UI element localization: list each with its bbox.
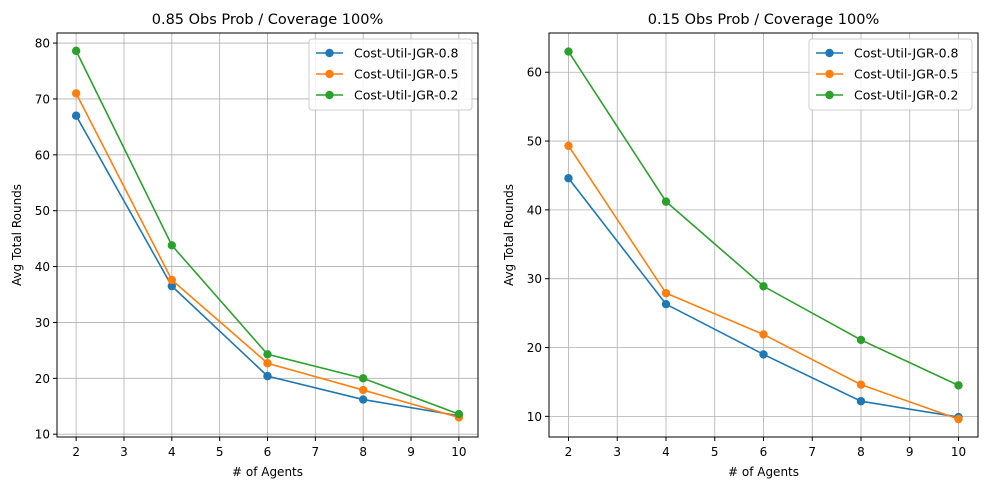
x-tick-label: 3 (613, 445, 621, 459)
data-point (661, 197, 671, 206)
x-tick-label: 3 (120, 445, 128, 459)
y-tick-label: 50 (35, 204, 50, 218)
legend-marker (825, 90, 834, 100)
x-tick-label: 4 (168, 445, 176, 459)
legend-marker (325, 48, 334, 58)
data-point (856, 380, 866, 389)
legend: Cost-Util-JGR-0.8 Cost-Util-JGR-0.5 Cost-U… (808, 38, 973, 111)
data-point (954, 414, 963, 424)
chart-panel-2: 2 3 4 5 6 7 8 9 10 10 20 30 40 50 60 0.15 Obs Prob / Co… (502, 12, 979, 479)
data-point (954, 381, 963, 390)
legend-label: Cost-Util-JGR-0.2 (854, 88, 958, 103)
data-point (358, 385, 368, 395)
x-axis-label: # of Agents (728, 465, 799, 479)
y-tick-label: 20 (527, 341, 542, 355)
data-point (358, 395, 368, 404)
data-point (358, 374, 368, 383)
data-point (856, 335, 866, 345)
data-point (454, 409, 464, 419)
legend-marker (325, 90, 334, 100)
y-tick-label: 60 (35, 148, 50, 162)
x-tick-label: 9 (906, 445, 914, 459)
y-axis-label: Avg Total Rounds (502, 184, 516, 286)
chart-title: 0.15 Obs Prob / Coverage 100% (648, 12, 880, 28)
x-tick-label: 10 (951, 445, 966, 459)
data-point (661, 288, 671, 298)
legend-label: Cost-Util-JGR-0.8 (354, 46, 458, 61)
data-point (856, 397, 866, 406)
legend-marker (825, 48, 834, 58)
y-tick-label: 30 (527, 272, 542, 286)
data-point (71, 111, 81, 120)
x-tick-label: 5 (216, 445, 224, 459)
legend-marker (325, 69, 334, 79)
y-tick-label: 10 (527, 410, 542, 424)
x-axis-label: # of Agents (232, 465, 303, 479)
legend-label: Cost-Util-JGR-0.5 (854, 67, 958, 82)
chart-panel-1: 2 3 4 5 6 7 8 9 10 10 20 30 40 50 60 70 80 0.85 Obs Prob … (10, 12, 479, 479)
data-point (263, 371, 272, 381)
y-tick-label: 10 (35, 428, 50, 442)
y-tick-label: 40 (527, 203, 542, 217)
legend-marker (825, 69, 834, 79)
y-tick-label: 80 (35, 37, 50, 51)
legend-box (308, 38, 473, 111)
x-tick-label: 8 (359, 445, 367, 459)
x-tick-label: 6 (264, 445, 272, 459)
data-point (661, 299, 671, 309)
y-tick-label: 70 (35, 92, 50, 106)
data-point (759, 330, 768, 339)
data-point (167, 275, 177, 285)
data-point (71, 46, 81, 56)
y-tick-label: 50 (527, 135, 542, 149)
data-point (263, 359, 272, 368)
data-point (564, 174, 573, 183)
data-point (564, 141, 573, 151)
y-tick-label: 30 (35, 316, 50, 330)
data-point (71, 89, 81, 98)
legend: Cost-Util-JGR-0.8 Cost-Util-JGR-0.5 Cost-U… (308, 38, 473, 111)
data-point (263, 350, 272, 359)
legend-label: Cost-Util-JGR-0.5 (354, 67, 458, 82)
x-tick-label: 7 (312, 445, 320, 459)
x-tick-label: 10 (451, 445, 466, 459)
chart-title: 0.85 Obs Prob / Coverage 100% (152, 12, 384, 28)
x-tick-label: 2 (565, 445, 573, 459)
y-tick-label: 60 (527, 66, 542, 80)
y-tick-label: 20 (35, 372, 50, 386)
data-point (564, 47, 573, 56)
data-point (759, 282, 768, 291)
legend-label: Cost-Util-JGR-0.2 (354, 88, 458, 103)
x-tick-label: 9 (407, 445, 415, 459)
x-tick-label: 8 (857, 445, 865, 459)
y-tick-label: 40 (35, 260, 50, 274)
legend-box (808, 38, 973, 111)
x-tick-label: 5 (711, 445, 719, 459)
x-tick-label: 7 (808, 445, 816, 459)
data-point (759, 350, 768, 359)
x-tick-label: 4 (662, 445, 670, 459)
data-point (167, 241, 177, 250)
data-point (167, 281, 177, 291)
x-tick-label: 2 (72, 445, 80, 459)
x-tick-label: 6 (760, 445, 768, 459)
y-axis-label: Avg Total Rounds (10, 184, 24, 286)
legend-label: Cost-Util-JGR-0.8 (854, 46, 958, 61)
